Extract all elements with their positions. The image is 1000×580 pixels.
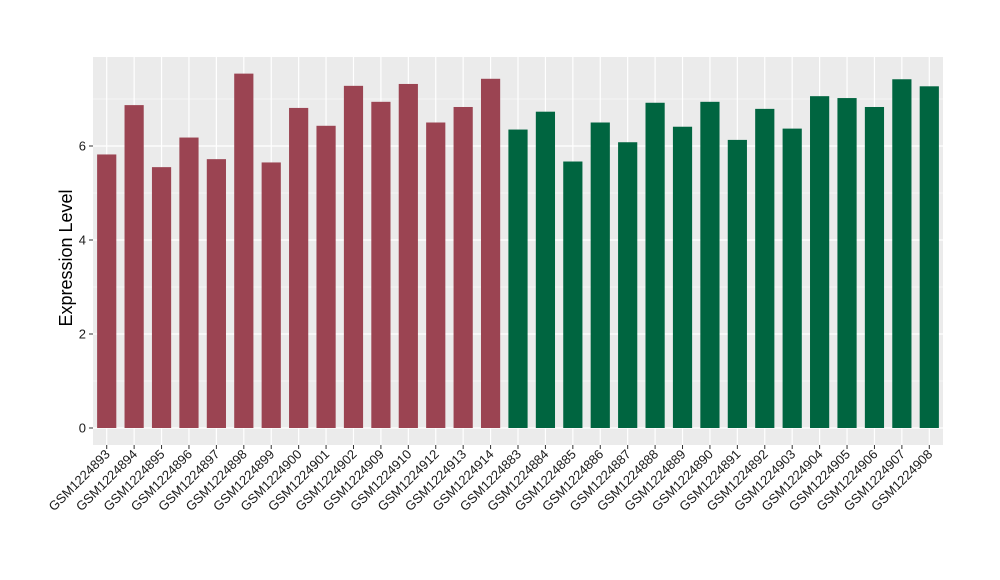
bar-GSM1224896	[179, 137, 199, 429]
x-axis: GSM1224893GSM1224894GSM1224895GSM1224896…	[45, 445, 935, 514]
bar-GSM1224899	[261, 162, 281, 428]
bar-GSM1224910	[398, 83, 418, 429]
bar-GSM1224909	[371, 101, 391, 428]
bar-GSM1224901	[316, 125, 336, 428]
bar-GSM1224883	[508, 129, 528, 429]
bar-GSM1224892	[755, 108, 775, 429]
bar-GSM1224914	[480, 78, 501, 428]
y-tick-label: 4	[79, 233, 86, 248]
bar-GSM1224912	[426, 122, 446, 428]
bar-GSM1224889	[672, 126, 693, 428]
bar-GSM1224905	[837, 98, 857, 428]
y-axis-title: Expression Level	[56, 189, 76, 326]
bar-GSM1224884	[535, 111, 556, 428]
bar-GSM1224893	[97, 154, 117, 428]
bar-GSM1224913	[453, 106, 473, 429]
bar-GSM1224908	[919, 86, 939, 428]
bar-GSM1224903	[782, 128, 802, 429]
bar-GSM1224894	[124, 105, 144, 429]
y-tick-label: 6	[79, 139, 86, 154]
bar-GSM1224906	[864, 106, 885, 429]
bar-GSM1224891	[727, 139, 747, 428]
bar-GSM1224900	[289, 107, 309, 429]
bar-GSM1224898	[234, 73, 254, 429]
bar-GSM1224885	[563, 161, 583, 428]
bars	[97, 73, 939, 429]
y-tick-label: 0	[79, 421, 86, 436]
bar-GSM1224888	[645, 102, 665, 428]
bar-GSM1224886	[590, 122, 610, 428]
bar-GSM1224902	[343, 85, 364, 428]
y-tick-label: 2	[79, 327, 86, 342]
bar-GSM1224904	[810, 96, 830, 429]
bar-GSM1224887	[618, 142, 638, 429]
bar-GSM1224897	[206, 159, 226, 428]
y-axis: 0 2 4 6	[79, 139, 93, 436]
bar-GSM1224890	[700, 101, 720, 428]
bar-GSM1224895	[151, 167, 172, 428]
bar-GSM1224907	[892, 79, 912, 428]
